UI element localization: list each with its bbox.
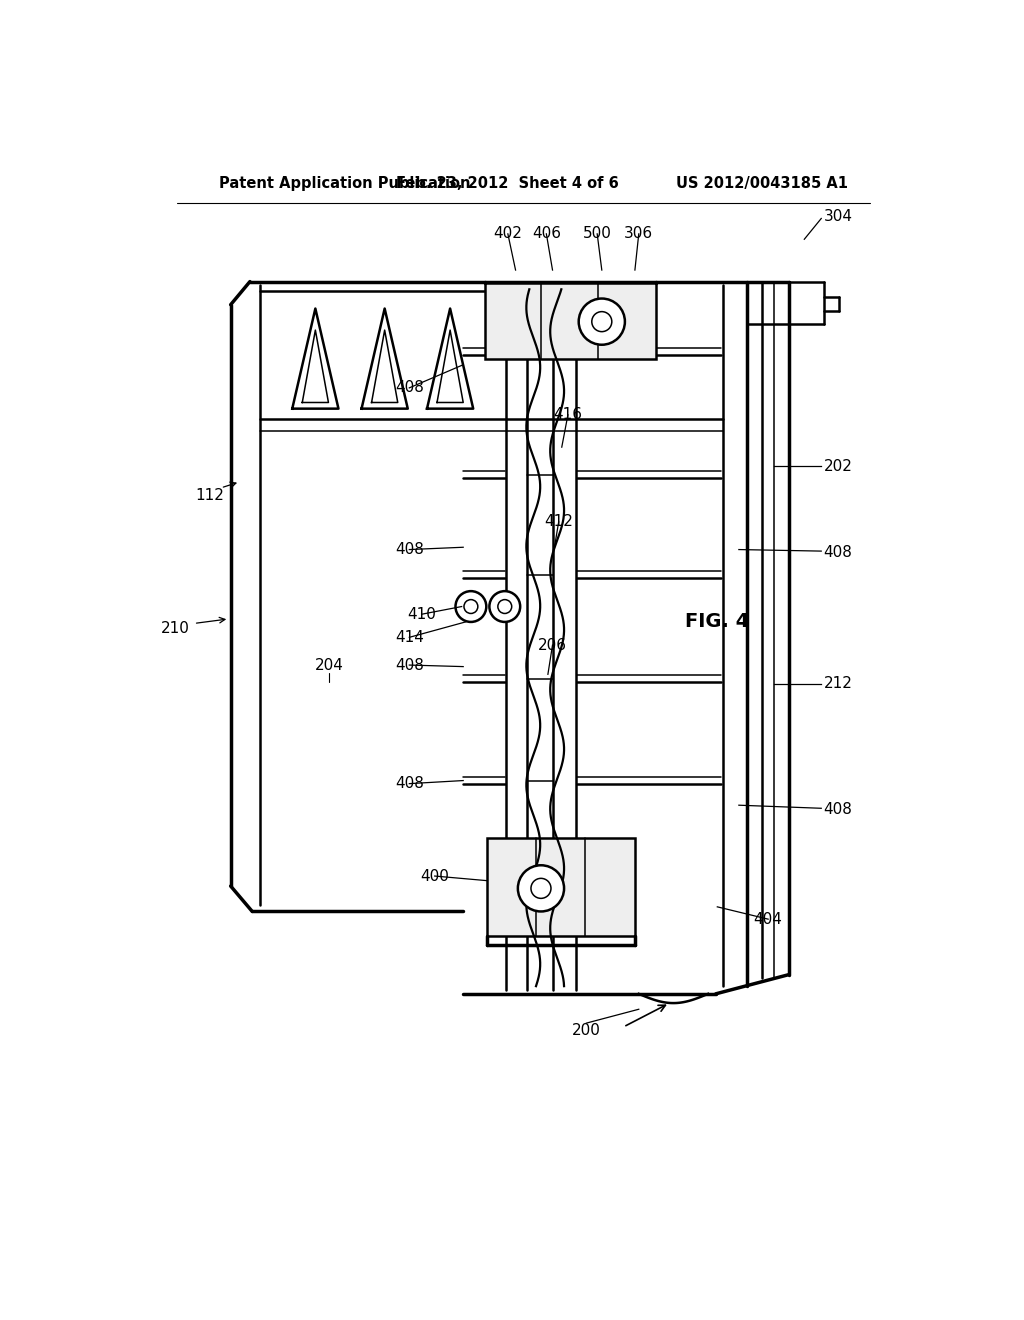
Text: Feb. 23, 2012  Sheet 4 of 6: Feb. 23, 2012 Sheet 4 of 6 — [396, 176, 620, 190]
Circle shape — [592, 312, 611, 331]
Text: FIG. 4: FIG. 4 — [685, 612, 750, 631]
Circle shape — [531, 878, 551, 899]
Text: 204: 204 — [314, 657, 344, 673]
Text: US 2012/0043185 A1: US 2012/0043185 A1 — [676, 176, 848, 190]
Text: 408: 408 — [823, 801, 852, 817]
Text: 402: 402 — [494, 226, 522, 242]
Circle shape — [518, 866, 564, 912]
Circle shape — [464, 599, 478, 614]
Text: 408: 408 — [823, 545, 852, 560]
Text: 112: 112 — [196, 488, 224, 503]
Text: 400: 400 — [420, 869, 450, 883]
Text: 200: 200 — [572, 1023, 601, 1038]
Circle shape — [498, 599, 512, 614]
Text: 408: 408 — [395, 543, 424, 557]
Text: 414: 414 — [395, 630, 424, 645]
Text: 412: 412 — [544, 515, 573, 529]
Text: 212: 212 — [823, 676, 852, 692]
Text: 408: 408 — [395, 657, 424, 673]
Text: 410: 410 — [408, 607, 436, 622]
Text: 406: 406 — [531, 226, 561, 242]
Text: 306: 306 — [625, 226, 653, 242]
Text: 500: 500 — [583, 226, 611, 242]
Bar — [487, 838, 635, 936]
Circle shape — [489, 591, 520, 622]
Circle shape — [456, 591, 486, 622]
Circle shape — [579, 298, 625, 345]
Text: 202: 202 — [823, 459, 852, 474]
Text: 206: 206 — [538, 638, 567, 652]
Text: 304: 304 — [823, 209, 853, 223]
Bar — [484, 284, 655, 359]
Text: 416: 416 — [553, 408, 583, 422]
Text: 404: 404 — [754, 912, 782, 927]
Text: 408: 408 — [395, 380, 424, 396]
Text: 210: 210 — [161, 620, 189, 636]
Text: Patent Application Publication: Patent Application Publication — [219, 176, 471, 190]
Text: 408: 408 — [395, 776, 424, 791]
